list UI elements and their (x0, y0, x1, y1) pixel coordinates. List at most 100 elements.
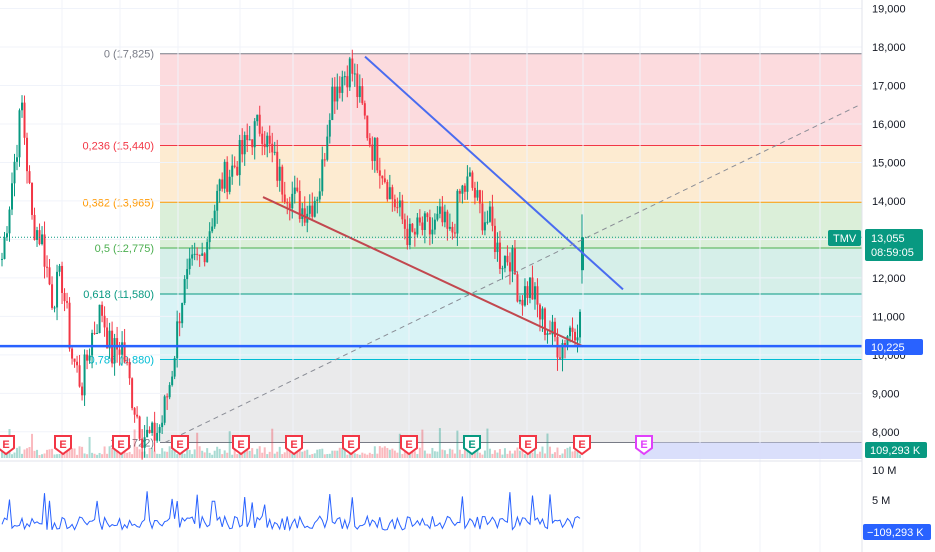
y-tick-3: 16,000 (872, 119, 906, 131)
candle-body (31, 182, 34, 215)
candle-body (363, 103, 366, 116)
volume-bar (579, 454, 581, 458)
candle-body (513, 248, 516, 275)
volume-bar (318, 449, 321, 458)
candle-body (463, 185, 466, 192)
event-marker-7: E (400, 435, 418, 456)
volume-bar (518, 450, 521, 458)
volume-bar (556, 447, 559, 458)
candle-body (398, 200, 401, 208)
candle-body (78, 365, 81, 387)
volume-bar (563, 449, 566, 458)
candle-body (81, 386, 84, 396)
candle-body (13, 161, 16, 184)
candle-body (53, 307, 56, 309)
candle-body (393, 199, 396, 208)
volume-bar (568, 446, 571, 458)
candle-body (48, 267, 51, 285)
candle-body (156, 432, 159, 441)
candle-body (373, 137, 376, 161)
volume-bar (298, 446, 301, 458)
candle-body (416, 217, 419, 235)
volume-bar (411, 451, 414, 458)
volume-bar (463, 449, 466, 458)
trend-drawings[interactable] (0, 55, 862, 459)
candle-body (446, 211, 449, 229)
candle-body (508, 262, 511, 272)
volume-bar (136, 446, 139, 458)
candle-body (133, 408, 136, 415)
candle-body (233, 165, 236, 167)
candle-body (21, 102, 24, 111)
candle-body (391, 187, 394, 200)
candle-body (428, 217, 431, 235)
volume-bar (86, 454, 89, 458)
volume-bar (158, 453, 161, 458)
volume-bar (521, 447, 524, 458)
volume-bar (256, 448, 259, 458)
event-badge-label: E (468, 439, 475, 451)
candle-body (576, 337, 579, 341)
candle-body (11, 183, 14, 210)
volume-bar (423, 450, 426, 458)
volume-bar (486, 428, 489, 458)
candle-body (191, 254, 194, 259)
volume-bar (226, 452, 229, 458)
candle-body (406, 228, 409, 246)
candle-body (263, 143, 266, 148)
candle-body (471, 172, 474, 188)
volume-bar (273, 453, 276, 458)
y-tick-4: 15,000 (872, 157, 906, 169)
candle-body (148, 429, 151, 433)
candle-body (63, 293, 66, 302)
volume-bar (353, 453, 356, 458)
volume-bar (221, 454, 224, 458)
volume-bar (238, 450, 241, 458)
volume-bar (33, 450, 36, 458)
volume-bar (68, 447, 71, 458)
candle-body (293, 187, 296, 194)
candle-body (316, 199, 319, 201)
candle-body (568, 327, 571, 337)
volume-bar (396, 452, 399, 458)
volume-bar (246, 447, 249, 458)
volume-bar (211, 454, 214, 458)
volume-bar (456, 430, 459, 458)
volume-bar (251, 448, 254, 458)
candle-body (436, 213, 439, 220)
candle-body (268, 135, 271, 144)
candle-body (1, 258, 3, 260)
candle-body (378, 170, 381, 176)
candle-body (173, 358, 176, 377)
candle-body (158, 427, 161, 433)
volume-bar (231, 454, 234, 458)
candle-body (348, 58, 351, 88)
event-badge-shape (232, 435, 250, 456)
volume-bar (266, 454, 269, 458)
volume-bar (173, 450, 176, 458)
candle-body (551, 321, 554, 335)
candle-body (341, 76, 344, 93)
fibonacci-levels: 0 (17,825) 0,236 (15,440) 0,382 (13,965) 0,… (82, 49, 862, 449)
volume-bar (168, 446, 171, 458)
volume-bar (78, 446, 81, 458)
candle-body (351, 58, 354, 74)
last-price-badge: 13,055 08:59:05 (865, 229, 923, 261)
volume-bar (566, 447, 569, 458)
candle-body (73, 358, 76, 362)
candle-body (61, 265, 64, 294)
volume-bar (16, 447, 19, 458)
event-marker-4: E (232, 435, 250, 456)
candle-body (83, 354, 86, 396)
volume-bar (58, 453, 61, 458)
candle-body (8, 209, 11, 234)
volume-bar (73, 448, 76, 458)
candle-body (553, 321, 556, 337)
candle-body (503, 255, 506, 269)
symbol-badge: TMV (828, 230, 861, 246)
candle-body (426, 213, 429, 218)
volume-bar (38, 454, 41, 458)
volume-bar (358, 454, 361, 458)
